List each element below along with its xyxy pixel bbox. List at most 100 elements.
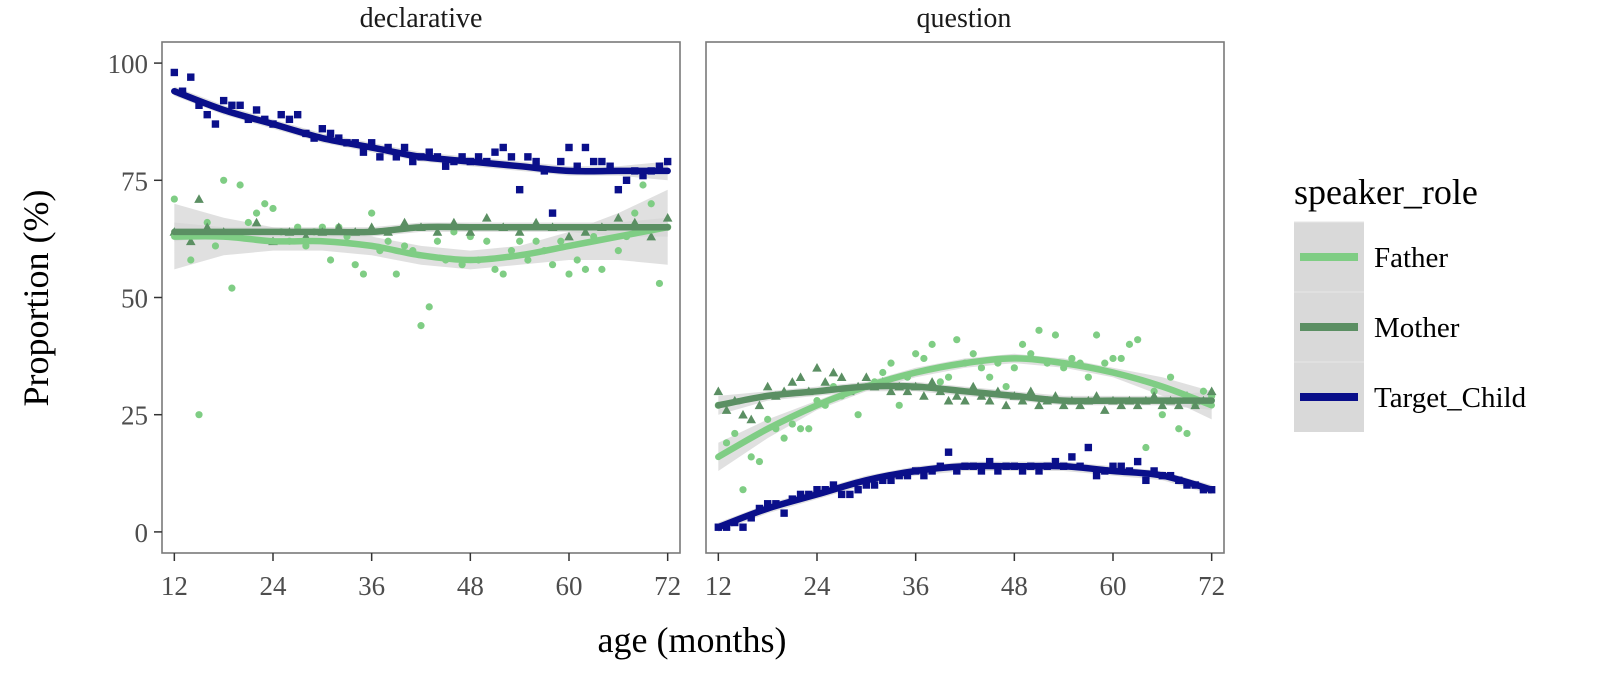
y-tick-label: 0	[135, 518, 149, 548]
data-point-target-child	[739, 523, 747, 531]
data-point-father	[647, 200, 655, 208]
data-point-mother	[1190, 400, 1201, 410]
data-point-target-child	[1018, 467, 1027, 475]
smooth-line-mother	[171, 223, 671, 236]
x-tick-label: 36	[358, 571, 385, 601]
data-point-mother	[721, 405, 732, 414]
data-point-mother	[787, 377, 798, 386]
data-point-mother	[820, 377, 831, 386]
data-point-mother	[984, 395, 995, 405]
data-point-target-child	[870, 481, 879, 489]
data-point-target-child	[219, 96, 228, 105]
data-point-mother	[960, 395, 970, 405]
data-point-father	[1101, 359, 1109, 367]
data-point-father	[1158, 411, 1166, 419]
data-point-target-child	[211, 120, 220, 128]
data-point-mother	[580, 227, 591, 236]
data-point-mother	[564, 231, 574, 241]
data-point-target-child	[557, 157, 565, 166]
data-point-father	[977, 364, 986, 372]
data-point-target-child	[573, 162, 581, 170]
data-point-father	[631, 209, 639, 217]
y-tick-label: 50	[121, 284, 148, 314]
data-point-target-child	[203, 110, 211, 119]
data-point-target-child	[474, 153, 483, 161]
data-point-father	[236, 181, 244, 189]
data-point-target-child	[879, 476, 887, 485]
data-point-target-child	[1068, 453, 1076, 461]
data-point-target-child	[581, 143, 590, 152]
data-point-father	[400, 242, 409, 250]
data-point-target-child	[1109, 462, 1117, 470]
data-point-mother	[1173, 400, 1184, 410]
data-point-target-child	[763, 500, 772, 508]
y-tick-label: 75	[121, 166, 148, 196]
data-point-father	[516, 237, 524, 245]
data-point-father	[565, 270, 573, 278]
data-point-father	[953, 336, 961, 344]
data-point-target-child	[359, 148, 368, 156]
data-point-father	[887, 359, 895, 367]
data-point-father	[261, 200, 269, 208]
data-point-father	[491, 265, 499, 273]
data-point-target-child	[994, 467, 1002, 475]
confidence-band-target-child	[174, 86, 668, 181]
data-point-target-child	[1133, 457, 1142, 466]
data-point-father	[195, 411, 203, 419]
data-point-mother	[943, 395, 954, 405]
data-point-mother	[1034, 400, 1044, 410]
data-point-mother	[1132, 400, 1143, 410]
data-point-father	[1125, 340, 1134, 348]
data-point-target-child	[663, 157, 672, 166]
data-point-mother	[1058, 400, 1069, 410]
data-point-father	[228, 284, 236, 292]
data-point-mother	[481, 213, 492, 222]
data-point-father	[548, 261, 557, 269]
legend-label-father: Father	[1374, 242, 1448, 274]
data-point-father	[417, 322, 425, 330]
data-point-target-child	[977, 467, 986, 475]
data-point-mother	[1001, 400, 1011, 410]
data-point-mother	[746, 414, 757, 424]
y-axis: 0 25 50 75 100	[108, 49, 162, 548]
panel-title-question: question	[917, 3, 1012, 34]
data-point-target-child	[985, 457, 994, 466]
data-point-mother	[1099, 405, 1110, 414]
data-point-target-child	[524, 153, 532, 161]
data-point-target-child	[515, 185, 524, 194]
data-point-father	[969, 350, 977, 358]
data-point-father	[581, 265, 590, 273]
data-point-target-child	[1150, 467, 1158, 475]
data-point-target-child	[813, 486, 821, 494]
data-point-father	[269, 204, 277, 213]
data-point-father	[986, 373, 994, 381]
legend-title: speaker_role	[1294, 172, 1478, 212]
data-point-father	[351, 261, 359, 269]
data-point-father	[780, 434, 788, 442]
data-point-father	[944, 373, 953, 381]
data-point-mother	[1116, 400, 1127, 410]
data-point-target-child	[862, 481, 871, 489]
data-point-target-child	[1051, 457, 1060, 466]
data-point-father	[1166, 373, 1175, 381]
data-point-father	[433, 237, 442, 245]
data-point-mother	[432, 227, 443, 236]
data-point-father	[747, 453, 755, 461]
panel-border	[705, 41, 1225, 554]
data-point-mother	[1075, 400, 1085, 410]
data-point-target-child	[409, 157, 417, 166]
data-point-target-child	[499, 143, 507, 152]
data-point-father	[639, 181, 647, 189]
data-point-target-child	[195, 101, 203, 109]
data-point-mother	[861, 372, 872, 382]
data-point-father	[614, 247, 622, 255]
data-point-mother	[1017, 395, 1028, 405]
data-point-father	[483, 237, 491, 245]
legend-label-target-child: Target_Child	[1374, 382, 1527, 414]
data-point-father	[384, 237, 392, 245]
data-point-target-child	[277, 110, 285, 119]
data-point-mother	[646, 231, 657, 241]
data-point-target-child	[187, 73, 195, 81]
x-tick-label: 60	[556, 571, 583, 601]
confidence-band-father	[718, 353, 1212, 471]
